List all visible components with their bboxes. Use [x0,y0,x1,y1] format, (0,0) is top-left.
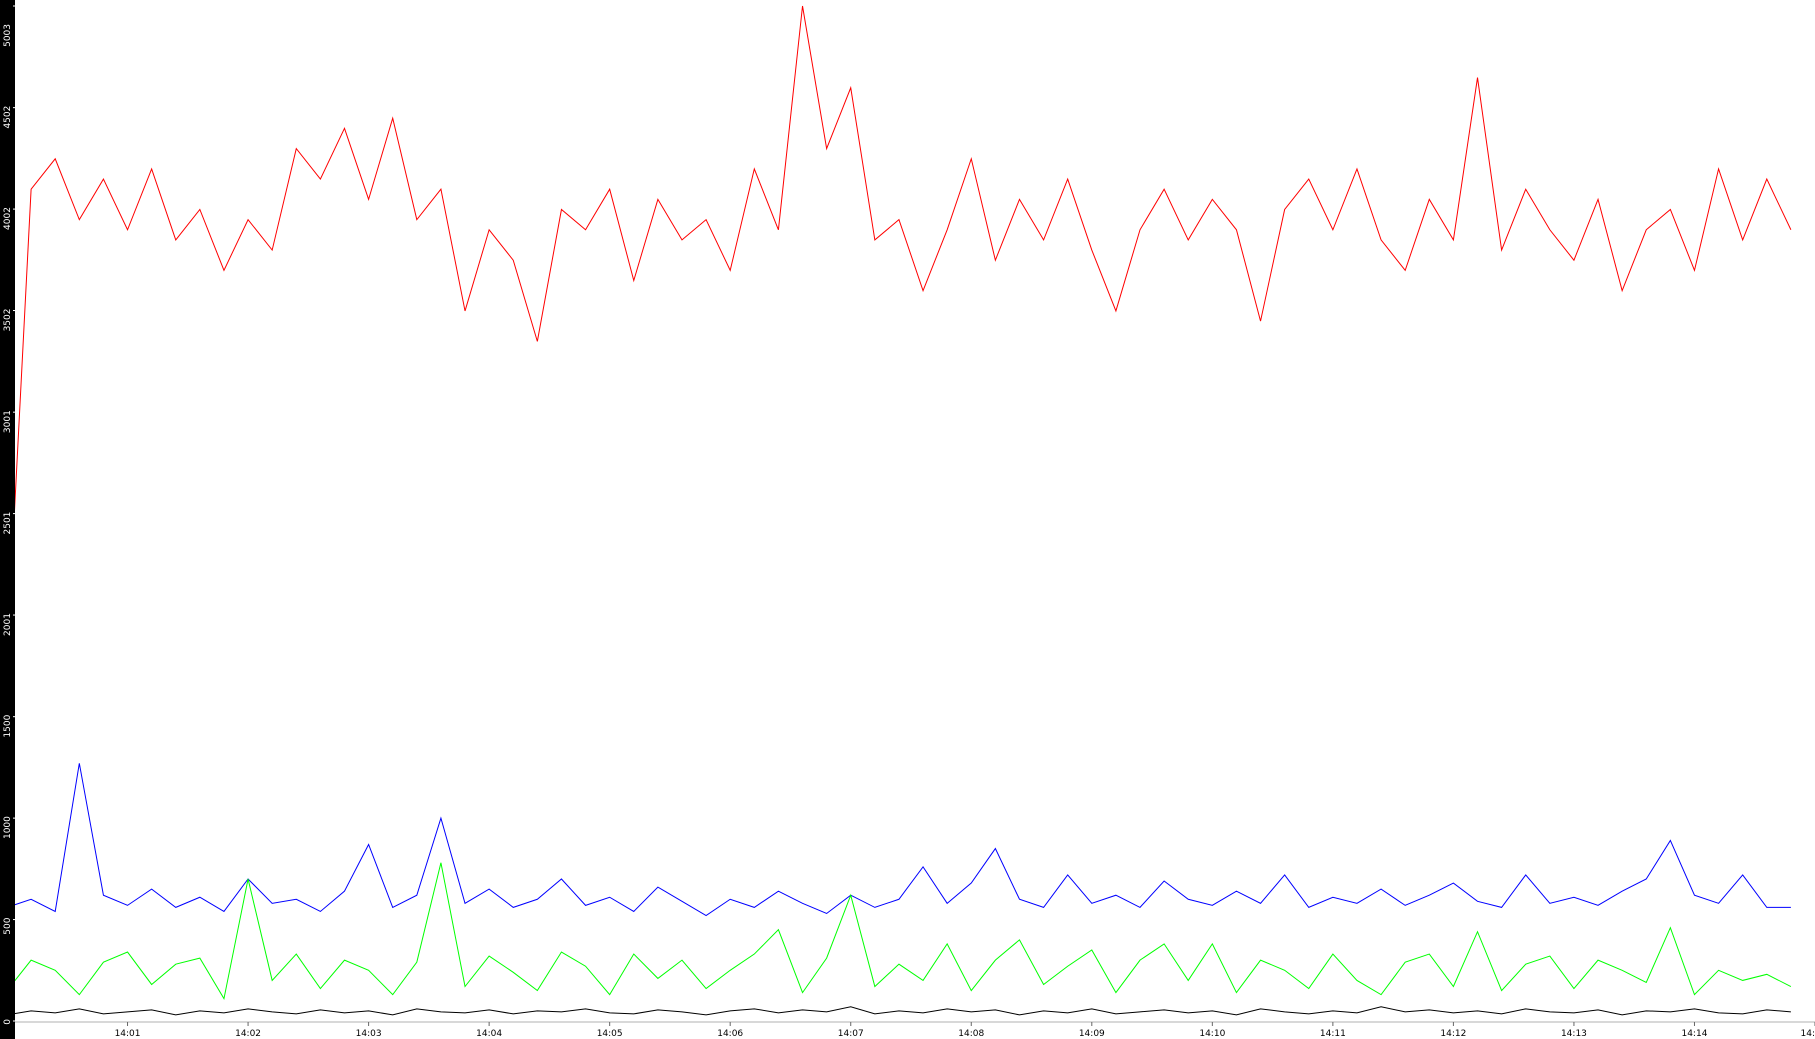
series-line [6,5,1792,656]
y-tick-label: 1000 [3,816,13,839]
series-line [6,763,1791,917]
y-tick-label: 3502 [3,309,13,332]
y-tick-label: 2001 [3,613,13,636]
y-tick-label: 5003 [3,24,13,47]
x-tick-label: 14:11 [1320,1029,1346,1039]
x-tick-label: 14:04 [476,1029,502,1039]
x-tick-label: 14:07 [838,1029,864,1039]
series-line [6,862,1792,1001]
y-tick-label: 2501 [3,512,13,535]
x-tick-label: 14:05 [597,1029,623,1039]
x-tick-label: 14:01 [115,1029,141,1039]
x-tick-label: 14:03 [356,1029,382,1039]
y-tick-label: 3001 [3,410,13,433]
y-tick-label: 500 [3,917,13,934]
y-tick-label: 4502 [3,106,13,129]
x-tick-label: 14:02 [235,1029,261,1039]
x-tick-label: 14:08 [958,1029,984,1039]
axes: 0 500 1000 1500 2001 2501 3001 3502 4002 4502 5003… [3,5,1815,1039]
x-tick-label: 14: [1801,1029,1815,1039]
y-tick-label: 4002 [3,207,13,230]
x-tick-label: 14:12 [1440,1029,1466,1039]
y-axis-bar [0,0,15,1039]
plot-area [6,5,1792,1016]
x-tick-label: 14:14 [1681,1029,1707,1039]
x-tick-label: 14:06 [717,1029,743,1039]
x-tick-label: 14:10 [1199,1029,1225,1039]
y-tick-label: 1500 [3,714,13,737]
x-tick-label: 14:09 [1079,1029,1105,1039]
x-tick-label: 14:13 [1561,1029,1587,1039]
series-line [6,1006,1791,1016]
y-tick-label: 0 [3,1019,13,1025]
